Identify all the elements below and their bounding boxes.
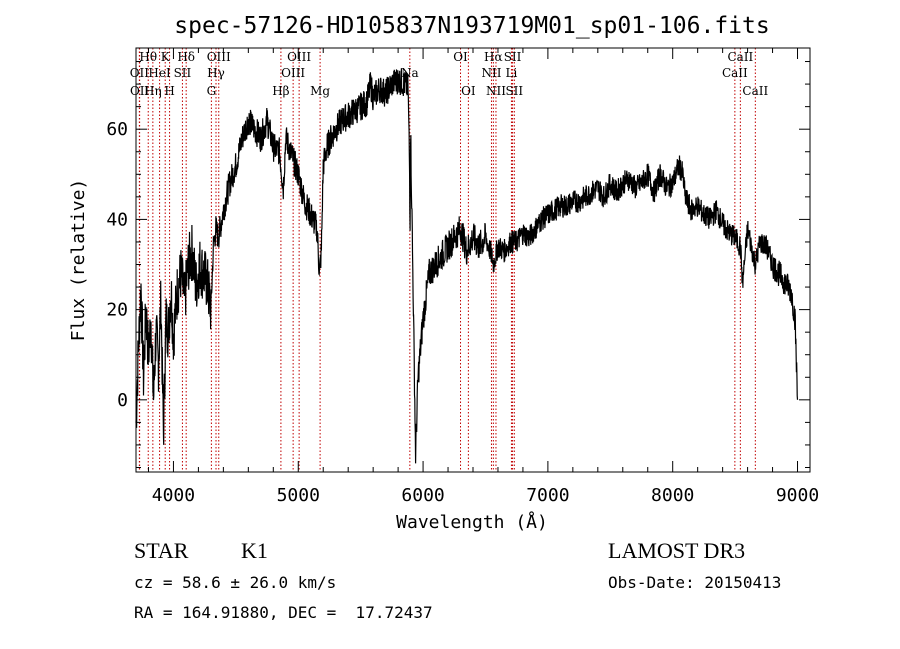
y-tick-label-20: 20 (106, 300, 128, 321)
object-class: STAR (134, 538, 189, 563)
line-label-25: CaII (722, 66, 748, 80)
line-label-13: OIII (287, 50, 311, 64)
line-label-17: OI (453, 50, 468, 64)
plot-frame (135, 47, 811, 473)
y-axis-label: Flux (relative) (68, 179, 89, 342)
line-label-4: HeI (148, 66, 171, 80)
line-label-19: Hα (484, 50, 503, 64)
redshift-velocity: cz = 58.6 ± 26.0 km/s (134, 573, 337, 592)
survey-name: LAMOST DR3 (608, 538, 746, 563)
line-label-23: Li (506, 66, 518, 80)
line-label-1: OII (130, 84, 150, 98)
x-tick-label-5000: 5000 (277, 485, 320, 506)
line-label-7: H (164, 84, 174, 98)
line-label-5: K (161, 50, 171, 64)
x-axis-label: Wavelength (Å) (396, 511, 548, 533)
x-tick-label-8000: 8000 (651, 485, 694, 506)
line-label-15: Mg (310, 84, 330, 98)
line-label-9: OIII (207, 50, 231, 64)
line-label-26: CaII (727, 50, 753, 64)
line-label-0: OII (130, 66, 150, 80)
x-tick-label-4000: 4000 (152, 485, 195, 506)
y-tick-label-60: 60 (106, 119, 128, 140)
line-label-11: G (207, 84, 217, 98)
line-label-20: NII (481, 66, 501, 80)
flux-series-line (135, 68, 799, 464)
line-label-6: SII (174, 66, 192, 80)
chart-title: spec-57126-HD105837N193719M01_sp01-106.f… (174, 13, 769, 39)
line-label-12: Hβ (272, 84, 289, 98)
x-tick-label-9000: 9000 (776, 485, 819, 506)
sky-coordinates: RA = 164.91880, DEC = 17.72437 (134, 603, 433, 622)
observation-date: Obs-Date: 20150413 (608, 573, 782, 592)
axis-ticks (136, 48, 810, 472)
spectral-line-markers (138, 48, 756, 472)
line-label-3: Hη (144, 84, 162, 98)
y-tick-label-0: 0 (117, 390, 128, 411)
line-label-2: Hθ (139, 50, 157, 64)
x-tick-label-7000: 7000 (526, 485, 569, 506)
line-label-10: Hγ (207, 66, 225, 80)
line-label-21: NII (486, 84, 506, 98)
x-tick-label-6000: 6000 (401, 485, 444, 506)
line-label-14: OIII (281, 66, 305, 80)
object-subclass: K1 (241, 538, 268, 563)
line-label-8: Hδ (177, 50, 195, 64)
y-tick-label-40: 40 (106, 209, 128, 230)
axis-tick-labels: 4000 5000 6000 7000 8000 9000 0 20 40 60 (106, 119, 819, 506)
line-label-18: OI (461, 84, 476, 98)
line-label-24: SII (505, 84, 523, 98)
line-label-27: CaII (742, 84, 768, 98)
line-label-22: SII (504, 50, 522, 64)
